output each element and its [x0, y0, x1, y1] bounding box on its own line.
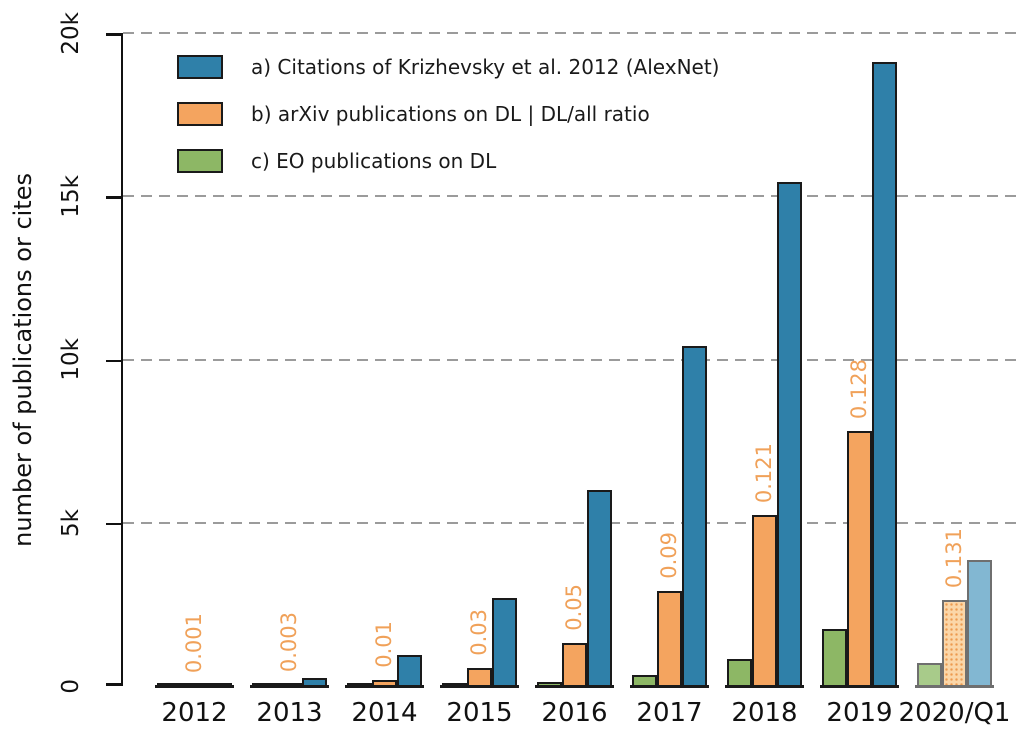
y-tick-label-text: 5k [58, 508, 84, 537]
ratio-label-2015: 0.03 [466, 609, 491, 656]
baseline-2019 [820, 684, 899, 688]
bar-c-2016 [537, 682, 562, 686]
baseline-2014 [345, 684, 424, 688]
baseline-2020/Q1 [915, 684, 994, 688]
y-tick [106, 522, 121, 526]
legend-item-eo: c) EO publications on DL [177, 149, 719, 173]
baseline-2015 [440, 684, 519, 688]
bar-b-2019 [847, 431, 872, 686]
bar-group-2013 [250, 678, 329, 688]
bar-c-2019 [822, 629, 847, 686]
ratio-label-2016: 0.05 [561, 584, 586, 631]
gridline-5k [123, 521, 1016, 524]
y-tick [106, 359, 121, 362]
bar-c-2018 [727, 659, 752, 686]
bar-group-2017 [630, 346, 709, 688]
y-axis-label-text: number of publications or cites [9, 172, 37, 547]
bar-b-2014 [372, 680, 397, 686]
bar-b-2017 [657, 591, 682, 686]
y-tick-label: 15k [46, 136, 96, 256]
bar-a-2015 [492, 598, 517, 686]
bar-group-2014 [345, 655, 424, 688]
x-tick-label-2018: 2018 [731, 698, 798, 728]
bar-a-2013 [302, 678, 327, 686]
ratio-label-2017: 0.09 [656, 532, 681, 579]
bar-group-2018 [725, 182, 804, 688]
x-tick-label-2013: 2013 [256, 698, 323, 728]
y-tick-label-text: 0 [58, 678, 84, 694]
legend-label-citations: a) Citations of Krizhevsky et al. 2012 (… [251, 55, 720, 79]
x-tick-label-2020/Q1: 2020/Q1 [898, 698, 1011, 728]
x-tick-label-2015: 2015 [446, 698, 513, 728]
ratio-label-2020/Q1: 0.131 [941, 527, 966, 588]
legend-label-arxiv: b) arXiv publications on DL | DL/all rat… [251, 102, 650, 126]
bar-a-2014 [397, 655, 422, 686]
legend-item-citations: a) Citations of Krizhevsky et al. 2012 (… [177, 55, 719, 79]
legend-label-eo: c) EO publications on DL [251, 149, 497, 173]
gridline-20k [123, 32, 1016, 34]
x-tick-label-2012: 2012 [161, 698, 228, 728]
y-tick [106, 683, 121, 686]
y-tick [106, 33, 121, 36]
bar-c-2017 [632, 675, 657, 686]
bar-b-2020/Q1 [942, 600, 967, 686]
bar-c-2020/Q1 [917, 663, 942, 686]
gridline-15k [123, 195, 1016, 198]
plot-area: a) Citations of Krizhevsky et al. 2012 (… [106, 32, 1016, 728]
y-tick [106, 196, 121, 199]
baseline-2016 [535, 684, 614, 688]
y-tick-label: 20k [46, 0, 96, 93]
legend-swatch-eo [177, 149, 223, 173]
ratio-label-2018: 0.121 [751, 442, 776, 503]
baseline-2017 [630, 684, 709, 688]
y-tick-label: 10k [46, 300, 96, 420]
y-tick-label-text: 15k [58, 174, 84, 218]
bar-b-2018 [752, 515, 777, 686]
bar-a-2016 [587, 490, 612, 686]
ratio-label-2019: 0.128 [846, 358, 871, 419]
y-tick-label-text: 10k [58, 338, 84, 381]
bar-b-2016 [562, 643, 587, 686]
y-tick-label-text: 20k [58, 11, 84, 55]
legend: a) Citations of Krizhevsky et al. 2012 (… [177, 55, 719, 196]
y-axis-label: number of publications or cites [2, 33, 44, 686]
x-tick-label-2017: 2017 [636, 698, 703, 728]
gridline-10k [123, 358, 1016, 361]
bar-group-2016 [535, 490, 614, 688]
bar-a-2020/Q1 [967, 560, 992, 686]
y-tick-label: 0 [46, 626, 96, 734]
bar-a-2018 [777, 182, 802, 686]
bar-a-2017 [682, 346, 707, 686]
baseline-2013 [250, 684, 329, 688]
ratio-label-2012: 0.001 [181, 612, 206, 673]
x-tick-label-2016: 2016 [541, 698, 608, 728]
ratio-label-2013: 0.003 [276, 611, 301, 672]
ratio-label-2014: 0.01 [371, 621, 396, 668]
bar-b-2015 [467, 668, 492, 686]
bar-a-2019 [872, 62, 897, 686]
baseline-2012 [155, 684, 234, 688]
bar-group-2015 [440, 598, 519, 688]
legend-swatch-arxiv [177, 102, 223, 126]
legend-item-arxiv: b) arXiv publications on DL | DL/all rat… [177, 102, 719, 126]
y-tick-label: 5k [46, 463, 96, 583]
x-tick-label-2014: 2014 [351, 698, 418, 728]
bar-group-2020/Q1 [915, 560, 994, 688]
bar-group-2019 [820, 62, 899, 688]
x-tick-label-2019: 2019 [826, 698, 893, 728]
bar-group-2012 [155, 683, 234, 688]
legend-swatch-citations [177, 55, 223, 79]
baseline-2018 [725, 684, 804, 688]
